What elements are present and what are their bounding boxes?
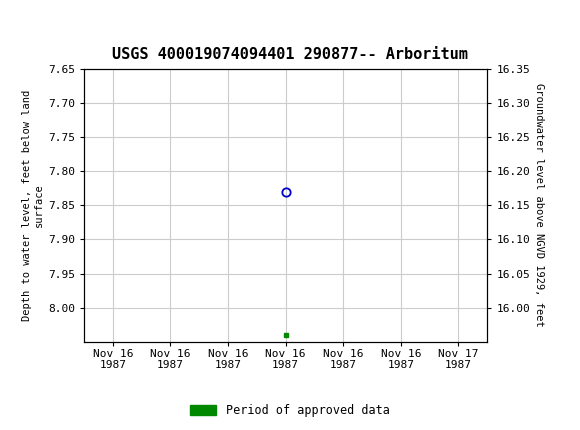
Legend: Period of approved data: Period of approved data [186, 399, 394, 422]
Text: ≡USGS: ≡USGS [7, 12, 89, 33]
Y-axis label: Groundwater level above NGVD 1929, feet: Groundwater level above NGVD 1929, feet [534, 83, 544, 327]
Y-axis label: Depth to water level, feet below land
surface: Depth to water level, feet below land su… [21, 90, 44, 321]
Text: USGS 400019074094401 290877-- Arboritum: USGS 400019074094401 290877-- Arboritum [112, 47, 468, 62]
